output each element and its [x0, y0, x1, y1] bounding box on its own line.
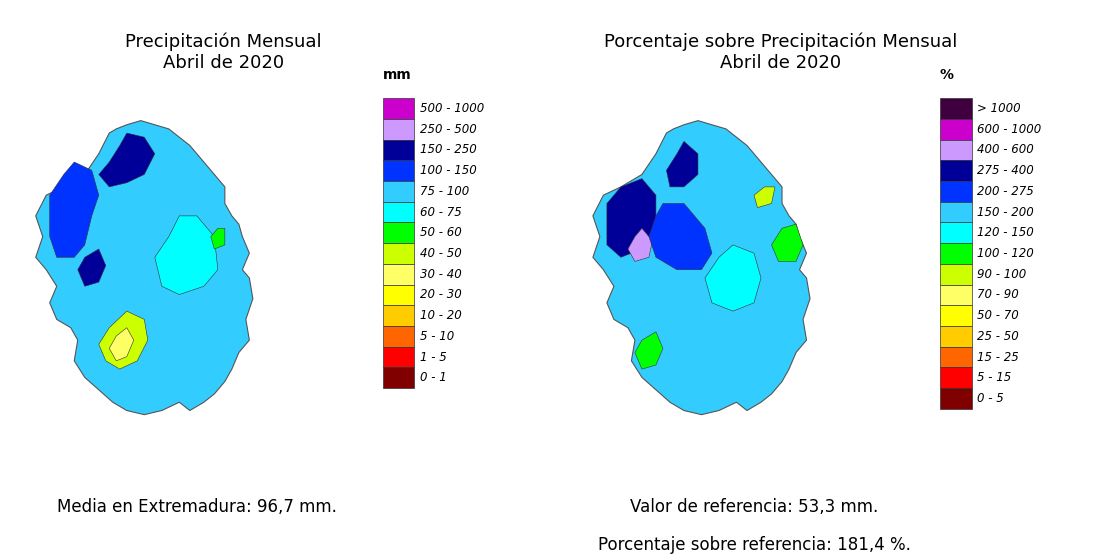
Text: 30 - 40: 30 - 40 [420, 267, 462, 281]
FancyBboxPatch shape [940, 346, 971, 368]
FancyBboxPatch shape [940, 264, 971, 285]
Text: 20 - 30: 20 - 30 [420, 289, 462, 301]
Polygon shape [154, 216, 218, 295]
Text: mm: mm [383, 68, 412, 82]
Polygon shape [109, 327, 134, 361]
Text: 100 - 120: 100 - 120 [977, 247, 1033, 260]
Polygon shape [50, 162, 99, 257]
Text: Precipitación Mensual
Abril de 2020: Precipitación Mensual Abril de 2020 [125, 33, 322, 72]
FancyBboxPatch shape [940, 243, 971, 264]
FancyBboxPatch shape [383, 326, 414, 346]
FancyBboxPatch shape [383, 243, 414, 264]
Text: 0 - 1: 0 - 1 [420, 371, 446, 384]
FancyBboxPatch shape [383, 264, 414, 285]
Text: %: % [940, 68, 953, 82]
Text: 500 - 1000: 500 - 1000 [420, 102, 484, 115]
Text: 40 - 50: 40 - 50 [420, 247, 462, 260]
Text: 10 - 20: 10 - 20 [420, 309, 462, 322]
Text: Valor de referencia: 53,3 mm.: Valor de referencia: 53,3 mm. [629, 498, 878, 516]
Polygon shape [649, 203, 712, 270]
Text: > 1000: > 1000 [977, 102, 1020, 115]
FancyBboxPatch shape [383, 305, 414, 326]
Text: 250 - 500: 250 - 500 [420, 123, 476, 136]
Polygon shape [635, 332, 663, 369]
Text: 600 - 1000: 600 - 1000 [977, 123, 1041, 136]
Text: 150 - 250: 150 - 250 [420, 143, 476, 156]
Text: 150 - 200: 150 - 200 [977, 206, 1033, 219]
FancyBboxPatch shape [940, 222, 971, 243]
Text: Media en Extremadura: 96,7 mm.: Media en Extremadura: 96,7 mm. [57, 498, 336, 516]
FancyBboxPatch shape [940, 202, 971, 222]
FancyBboxPatch shape [383, 368, 414, 388]
Text: 70 - 90: 70 - 90 [977, 289, 1019, 301]
Text: 60 - 75: 60 - 75 [420, 206, 462, 219]
Text: 50 - 60: 50 - 60 [420, 226, 462, 239]
FancyBboxPatch shape [940, 368, 971, 388]
Polygon shape [99, 133, 154, 187]
FancyBboxPatch shape [940, 388, 971, 409]
Text: 75 - 100: 75 - 100 [420, 185, 468, 198]
Polygon shape [705, 245, 761, 311]
Polygon shape [666, 141, 698, 187]
FancyBboxPatch shape [940, 119, 971, 140]
Text: 120 - 150: 120 - 150 [977, 226, 1033, 239]
Text: 50 - 70: 50 - 70 [977, 309, 1019, 322]
FancyBboxPatch shape [940, 326, 971, 346]
FancyBboxPatch shape [940, 140, 971, 160]
Polygon shape [607, 178, 656, 257]
Text: 400 - 600: 400 - 600 [977, 143, 1033, 156]
FancyBboxPatch shape [940, 160, 971, 181]
FancyBboxPatch shape [383, 160, 414, 181]
Text: 275 - 400: 275 - 400 [977, 164, 1033, 177]
Polygon shape [593, 121, 810, 415]
FancyBboxPatch shape [383, 140, 414, 160]
Polygon shape [754, 187, 775, 207]
FancyBboxPatch shape [383, 202, 414, 222]
Polygon shape [211, 229, 225, 249]
Text: Porcentaje sobre referencia: 181,4 %.: Porcentaje sobre referencia: 181,4 %. [597, 536, 910, 554]
FancyBboxPatch shape [383, 222, 414, 243]
Text: 1 - 5: 1 - 5 [420, 350, 446, 364]
Polygon shape [771, 224, 803, 261]
Polygon shape [99, 311, 148, 369]
Text: 200 - 275: 200 - 275 [977, 185, 1033, 198]
Polygon shape [36, 121, 253, 415]
FancyBboxPatch shape [940, 305, 971, 326]
Polygon shape [628, 229, 653, 261]
Text: 5 - 15: 5 - 15 [977, 371, 1011, 384]
FancyBboxPatch shape [383, 346, 414, 368]
FancyBboxPatch shape [940, 98, 971, 119]
FancyBboxPatch shape [383, 181, 414, 202]
Polygon shape [78, 249, 105, 286]
FancyBboxPatch shape [383, 119, 414, 140]
FancyBboxPatch shape [940, 285, 971, 305]
FancyBboxPatch shape [383, 285, 414, 305]
FancyBboxPatch shape [940, 181, 971, 202]
Text: 5 - 10: 5 - 10 [420, 330, 454, 343]
Text: 100 - 150: 100 - 150 [420, 164, 476, 177]
Text: 0 - 5: 0 - 5 [977, 392, 1003, 405]
FancyBboxPatch shape [383, 98, 414, 119]
Text: 90 - 100: 90 - 100 [977, 267, 1026, 281]
Text: Porcentaje sobre Precipitación Mensual
Abril de 2020: Porcentaje sobre Precipitación Mensual A… [604, 33, 957, 72]
Text: 25 - 50: 25 - 50 [977, 330, 1019, 343]
Text: 15 - 25: 15 - 25 [977, 350, 1019, 364]
